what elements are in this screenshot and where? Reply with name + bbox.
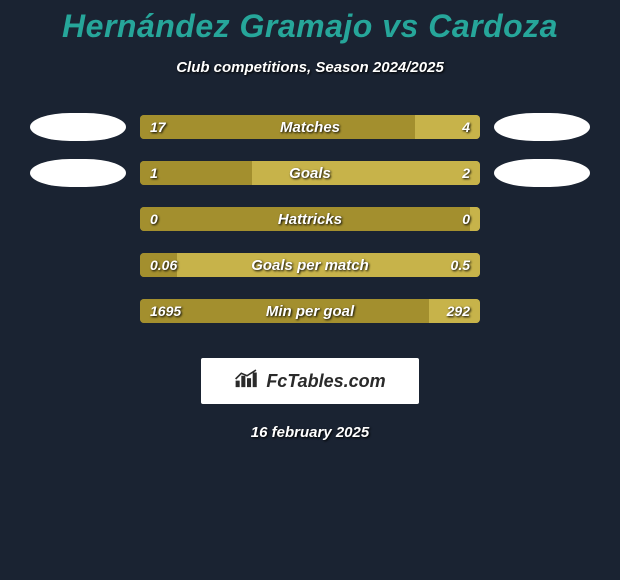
brand-logo: FcTables.com <box>201 358 419 404</box>
stat-label: Goals per match <box>140 253 480 277</box>
stat-row: 17Matches4 <box>0 104 620 150</box>
stat-rows: 17Matches4 1Goals2 0Hattricks0 0.06Goals pe… <box>0 104 620 334</box>
brand-name: FcTables.com <box>266 371 385 392</box>
stat-value-right: 0 <box>462 207 470 231</box>
stat-bar: 17Matches4 <box>140 115 480 139</box>
page-title: Hernández Gramajo vs Cardoza <box>0 0 620 45</box>
stat-row: 0.06Goals per match0.5 <box>0 242 620 288</box>
stat-label: Goals <box>140 161 480 185</box>
stat-bar: 0.06Goals per match0.5 <box>140 253 480 277</box>
chart-icon <box>234 368 260 395</box>
stat-label: Hattricks <box>140 207 480 231</box>
player-left-avatar <box>30 159 126 187</box>
stat-value-right: 292 <box>447 299 470 323</box>
stat-bar: 1695Min per goal292 <box>140 299 480 323</box>
stat-row: 0Hattricks0 <box>0 196 620 242</box>
snapshot-date: 16 february 2025 <box>0 424 620 441</box>
stat-row: 1Goals2 <box>0 150 620 196</box>
subtitle: Club competitions, Season 2024/2025 <box>0 59 620 76</box>
stat-value-right: 4 <box>462 115 470 139</box>
player-right-avatar <box>494 113 590 141</box>
stat-label: Min per goal <box>140 299 480 323</box>
comparison-card: Hernández Gramajo vs Cardoza Club compet… <box>0 0 620 580</box>
stat-row: 1695Min per goal292 <box>0 288 620 334</box>
stat-value-right: 0.5 <box>451 253 470 277</box>
stat-bar: 1Goals2 <box>140 161 480 185</box>
player-right-avatar <box>494 159 590 187</box>
stat-label: Matches <box>140 115 480 139</box>
stat-bar: 0Hattricks0 <box>140 207 480 231</box>
stat-value-right: 2 <box>462 161 470 185</box>
player-left-avatar <box>30 113 126 141</box>
